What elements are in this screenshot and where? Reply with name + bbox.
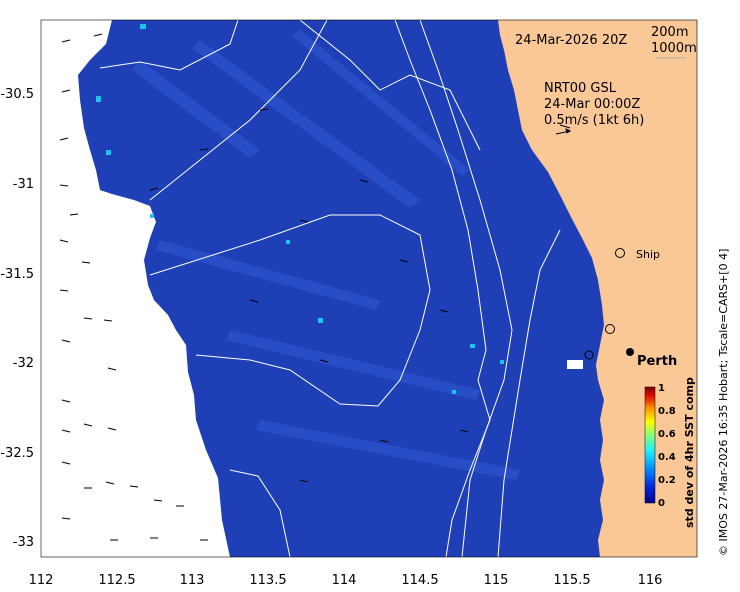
y-tick-33: -33 — [13, 535, 34, 550]
contour-2000m — [149, 20, 328, 201]
plot-frame — [40, 19, 698, 558]
x-tick-113.5: 113.5 — [249, 573, 286, 588]
contour-1000m — [419, 20, 513, 557]
ship-label: Ship — [636, 248, 660, 261]
colorbar-tick-0: 0 — [658, 498, 665, 509]
ship-marker[interactable] — [615, 248, 625, 258]
x-tick-112.5: 112.5 — [98, 573, 135, 588]
y-axis: -30.5 -31 -31.5 -32 -32.5 -33 — [0, 87, 34, 550]
map-plot-area — [41, 20, 697, 557]
x-tick-115.5: 115.5 — [553, 573, 590, 588]
contour-3000m — [149, 214, 431, 407]
map-datetime: 24-Mar-2026 20Z — [515, 33, 627, 48]
colorbar-tick-1: 1 — [658, 383, 665, 394]
current-scale-arrow — [555, 128, 571, 135]
contour-deep-south — [229, 469, 291, 557]
colorbar — [644, 386, 656, 504]
x-tick-112: 112 — [29, 573, 54, 588]
credit-text: © IMOS 27-Mar-2026 16:35 Hobart; Tscale=… — [717, 249, 730, 556]
x-tick-113: 113 — [180, 573, 205, 588]
perth-label: Perth — [637, 354, 677, 369]
sst-high-variance-patches — [96, 24, 504, 394]
y-tick-31.5: -31.5 — [0, 267, 34, 282]
current-vectors — [59, 33, 571, 541]
contour-shelf-outer — [497, 229, 561, 557]
x-axis: 112 112.5 113 113.5 114 114.5 115 115.5 … — [29, 573, 663, 588]
x-tick-114.5: 114.5 — [401, 573, 438, 588]
legend-depth-1000: 1000m — [651, 41, 697, 56]
bathymetry-contours — [99, 20, 561, 557]
sst-texture — [132, 30, 520, 480]
nearshore-station-marker — [584, 350, 594, 360]
colorbar-tick-0.2: 0.2 — [658, 475, 676, 486]
y-tick-32: -32 — [13, 356, 34, 371]
perth-marker[interactable] — [626, 348, 634, 356]
contour-200m — [394, 20, 491, 557]
legend-depth-200: 200m — [651, 25, 688, 40]
x-tick-114: 114 — [332, 573, 357, 588]
x-tick-116: 116 — [638, 573, 663, 588]
colorbar-tick-0.4: 0.4 — [658, 452, 676, 463]
x-tick-115: 115 — [484, 573, 509, 588]
colorbar-title: std dev of 4hr SST comp — [683, 377, 696, 528]
sst-data-region — [78, 20, 604, 557]
y-tick-30.5: -30.5 — [0, 87, 34, 102]
current-scale-label: 0.5m/s (1kt 6h) — [544, 113, 644, 128]
current-date-label: 24-Mar 00:00Z — [544, 97, 640, 112]
contour-4000m — [99, 20, 239, 71]
colorbar-tick-0.8: 0.8 — [658, 406, 676, 417]
y-tick-31: -31 — [13, 177, 34, 192]
colorbar-tick-0.6: 0.6 — [658, 429, 676, 440]
current-source-label: NRT00 GSL — [544, 81, 617, 96]
y-tick-32.5: -32.5 — [0, 446, 34, 461]
coastal-station-marker — [605, 324, 615, 334]
contour-north-arc — [299, 20, 481, 151]
harbour-island — [567, 360, 583, 369]
